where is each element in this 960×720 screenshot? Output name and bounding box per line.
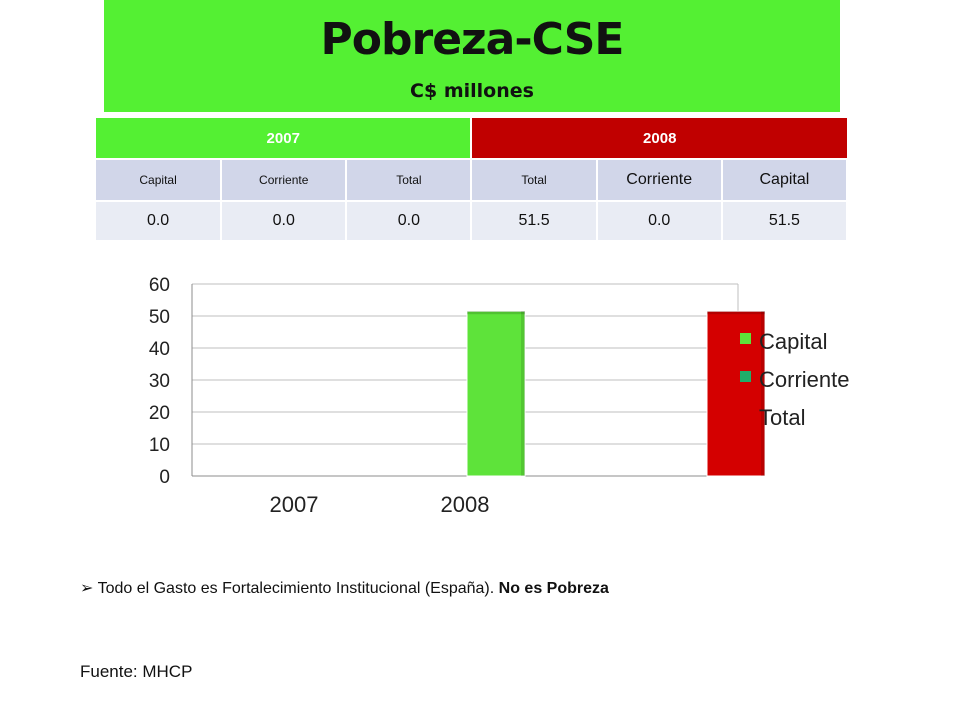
column-header: Corriente — [221, 158, 348, 201]
legend-swatch — [740, 333, 751, 344]
table-year-row: 2007 2008 — [96, 118, 847, 159]
legend-label: Total — [759, 405, 805, 430]
column-header: Corriente — [596, 158, 723, 201]
bar-shade — [521, 311, 525, 476]
data-table: 2007 2008 Capital Corriente Total Total … — [96, 118, 849, 240]
y-tick-label: 50 — [149, 307, 170, 328]
legend-swatch — [740, 409, 751, 420]
bar-chart: 0 10 20 30 40 50 60 2007 2008 Capital Corriente Tot… — [149, 275, 850, 517]
legend-label: Capital — [759, 329, 827, 354]
page-title: Pobreza-CSE — [320, 14, 625, 65]
legend-label: Corriente — [759, 367, 849, 392]
column-header: Total — [471, 158, 598, 201]
table-cell: 0.0 — [221, 200, 348, 240]
bar-edge — [467, 311, 525, 315]
source-note: Fuente: MHCP — [80, 662, 193, 681]
x-tick-label: 2008 — [441, 492, 490, 517]
bar — [706, 310, 766, 477]
bar — [466, 310, 526, 477]
legend-swatch — [740, 371, 751, 382]
y-tick-label: 0 — [159, 467, 170, 488]
y-tick-label: 40 — [149, 339, 170, 360]
y-tick-label: 30 — [149, 371, 170, 392]
y-tick-label: 20 — [149, 403, 170, 424]
note-text: Todo el Gasto es Fortalecimiento Institu… — [97, 580, 495, 597]
column-header: Total — [346, 158, 473, 201]
table-cell: 0.0 — [596, 200, 723, 240]
bar-shade — [761, 311, 765, 476]
table-cell: 0.0 — [96, 200, 223, 240]
page-subtitle: C$ millones — [410, 80, 534, 102]
note-line: ➢ Todo el Gasto es Fortalecimiento Insti… — [80, 578, 609, 598]
title-banner: Pobreza-CSE C$ millones — [104, 0, 840, 112]
y-tick-label: 10 — [149, 435, 170, 456]
arrow-bullet-icon: ➢ — [80, 580, 94, 597]
bar-edge — [707, 311, 765, 315]
year-2008-header: 2008 — [471, 118, 847, 159]
note-emphasis: No es Pobreza — [498, 580, 609, 597]
column-header: Capital — [721, 158, 849, 201]
table-cell: 51.5 — [721, 200, 849, 240]
table-cell: 51.5 — [471, 200, 598, 240]
y-tick-label: 60 — [149, 275, 170, 296]
table-row: 0.0 0.0 0.0 51.5 0.0 51.5 — [96, 200, 849, 240]
table-column-row: Capital Corriente Total Total Corriente … — [96, 158, 849, 201]
year-2007-header: 2007 — [96, 118, 473, 159]
x-tick-label: 2007 — [270, 492, 319, 517]
table-cell: 0.0 — [346, 200, 473, 240]
column-header: Capital — [96, 158, 223, 201]
